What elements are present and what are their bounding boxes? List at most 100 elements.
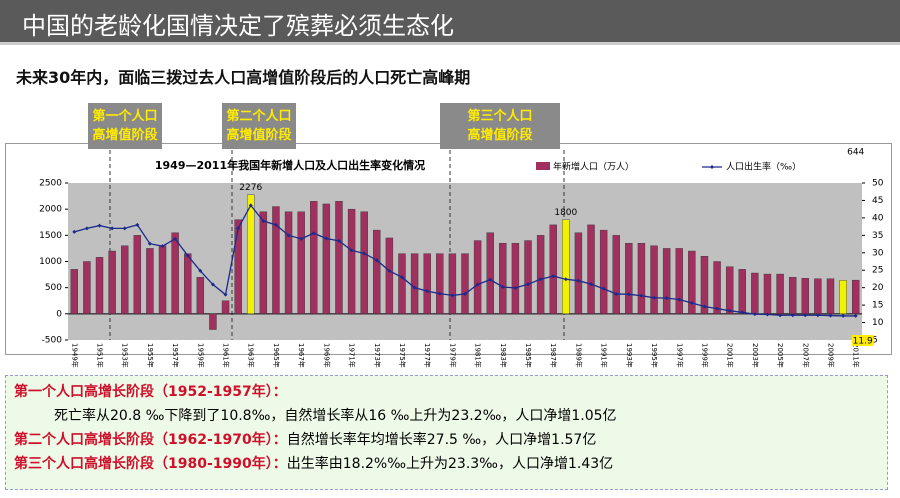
y2-tick-label: 40 bbox=[872, 213, 884, 223]
marker bbox=[639, 293, 644, 298]
callout: 第一个人口 高增值阶段 bbox=[88, 103, 162, 149]
y2-tick-label: 20 bbox=[872, 283, 884, 293]
y-tick-label: -500 bbox=[42, 336, 63, 346]
bar bbox=[322, 203, 331, 315]
bar bbox=[436, 253, 444, 315]
bar bbox=[536, 235, 545, 315]
x-tick-label: 1993年 bbox=[625, 343, 634, 368]
bar bbox=[650, 245, 658, 315]
marker bbox=[173, 236, 178, 241]
marker bbox=[576, 278, 581, 283]
marker bbox=[185, 253, 190, 258]
marker bbox=[299, 236, 304, 241]
marker bbox=[349, 248, 354, 253]
marker bbox=[273, 222, 278, 227]
bar bbox=[612, 235, 620, 315]
marker bbox=[147, 241, 152, 246]
marker bbox=[488, 277, 493, 282]
bar bbox=[461, 253, 469, 315]
marker bbox=[261, 219, 266, 224]
y2-tick-label: 35 bbox=[872, 231, 883, 241]
marker bbox=[815, 313, 820, 318]
legend-swatch bbox=[536, 162, 550, 170]
marker bbox=[110, 226, 115, 231]
x-tick-label: 2009年 bbox=[826, 343, 835, 368]
y2-tick-label: 5 bbox=[872, 336, 878, 346]
x-tick-label: 1957年 bbox=[171, 343, 180, 368]
marker bbox=[790, 313, 795, 318]
marker bbox=[160, 244, 165, 249]
callout: 第二个人口 高增值阶段 bbox=[222, 103, 296, 149]
x-tick-label: 1969年 bbox=[322, 343, 331, 368]
marker bbox=[475, 282, 480, 287]
y-tick-label: 1000 bbox=[39, 257, 62, 267]
x-tick-label: 1973年 bbox=[373, 343, 382, 368]
bar bbox=[801, 278, 809, 315]
note: 第一个人口高增长阶段（1952-1957年）： bbox=[14, 380, 887, 404]
bar bbox=[360, 211, 368, 315]
bar bbox=[486, 232, 494, 315]
x-tick-label: 1981年 bbox=[474, 343, 483, 368]
bar bbox=[839, 280, 847, 315]
notes: 第一个人口高增长阶段（1952-1957年）： 死亡率从20.8 ‰下降到了10… bbox=[5, 375, 888, 490]
bar bbox=[675, 248, 683, 315]
marker bbox=[135, 222, 140, 227]
legend-marker bbox=[710, 165, 714, 169]
bar bbox=[499, 242, 507, 315]
bar bbox=[234, 219, 242, 315]
x-tick-label: 1961年 bbox=[222, 343, 231, 368]
bar bbox=[738, 269, 746, 315]
note-body: 出生率由18.2%‰上升为23.3‰，人口净增1.43亿 bbox=[286, 456, 614, 472]
bar bbox=[826, 278, 835, 315]
bar bbox=[814, 278, 822, 315]
x-tick-label: 1967年 bbox=[297, 343, 306, 368]
x-tick-label: 1963年 bbox=[247, 343, 256, 368]
marker bbox=[689, 301, 694, 306]
x-tick-label: 1977年 bbox=[423, 343, 432, 368]
callout-line: 第二个人口 bbox=[226, 109, 292, 124]
bar bbox=[751, 272, 759, 315]
marker bbox=[677, 297, 682, 302]
bar bbox=[511, 242, 520, 315]
bar bbox=[70, 269, 79, 315]
y2-tick-label: 15 bbox=[872, 301, 883, 311]
marker bbox=[198, 268, 203, 273]
bar bbox=[788, 277, 797, 315]
marker bbox=[715, 306, 720, 311]
marker bbox=[614, 291, 619, 296]
marker bbox=[463, 291, 467, 296]
x-tick-label: 1955年 bbox=[146, 343, 155, 368]
marker bbox=[727, 308, 732, 313]
y-tick-label: 500 bbox=[45, 283, 62, 293]
data-label: 2276 bbox=[239, 183, 262, 193]
bar bbox=[221, 300, 230, 315]
marker bbox=[853, 313, 858, 318]
marker bbox=[324, 236, 329, 241]
title: 中国的老龄化国情决定了殡葬必须生态化 bbox=[22, 12, 454, 40]
bar bbox=[385, 237, 394, 315]
callout-line: 高增值阶段 bbox=[467, 128, 533, 143]
bar bbox=[335, 201, 343, 315]
note: 第三个人口高增长阶段（1980-1990年）：出生率由18.2%‰上升为23.3… bbox=[14, 452, 887, 476]
marker bbox=[752, 312, 757, 317]
bar bbox=[158, 245, 167, 315]
y-tick-label: 2500 bbox=[39, 179, 62, 189]
note-head: 第二个人口高增长阶段（1962-1970年）： bbox=[14, 432, 287, 448]
marker bbox=[236, 226, 241, 231]
bar bbox=[272, 206, 280, 315]
bar bbox=[688, 250, 696, 315]
bar bbox=[196, 277, 205, 315]
bar bbox=[297, 211, 305, 315]
bar bbox=[662, 248, 671, 315]
bar bbox=[247, 194, 255, 315]
bar bbox=[574, 232, 583, 315]
subtitle: 未来30年内，面临三拨过去人口高增值阶段后的人口死亡高峰期 bbox=[16, 68, 471, 87]
marker bbox=[601, 286, 606, 291]
bar bbox=[95, 257, 104, 315]
y2-tick-label: 50 bbox=[872, 179, 884, 189]
marker bbox=[248, 203, 253, 208]
marker bbox=[362, 251, 367, 256]
callout-line: 第一个人口 bbox=[92, 109, 158, 124]
marker bbox=[210, 282, 215, 287]
